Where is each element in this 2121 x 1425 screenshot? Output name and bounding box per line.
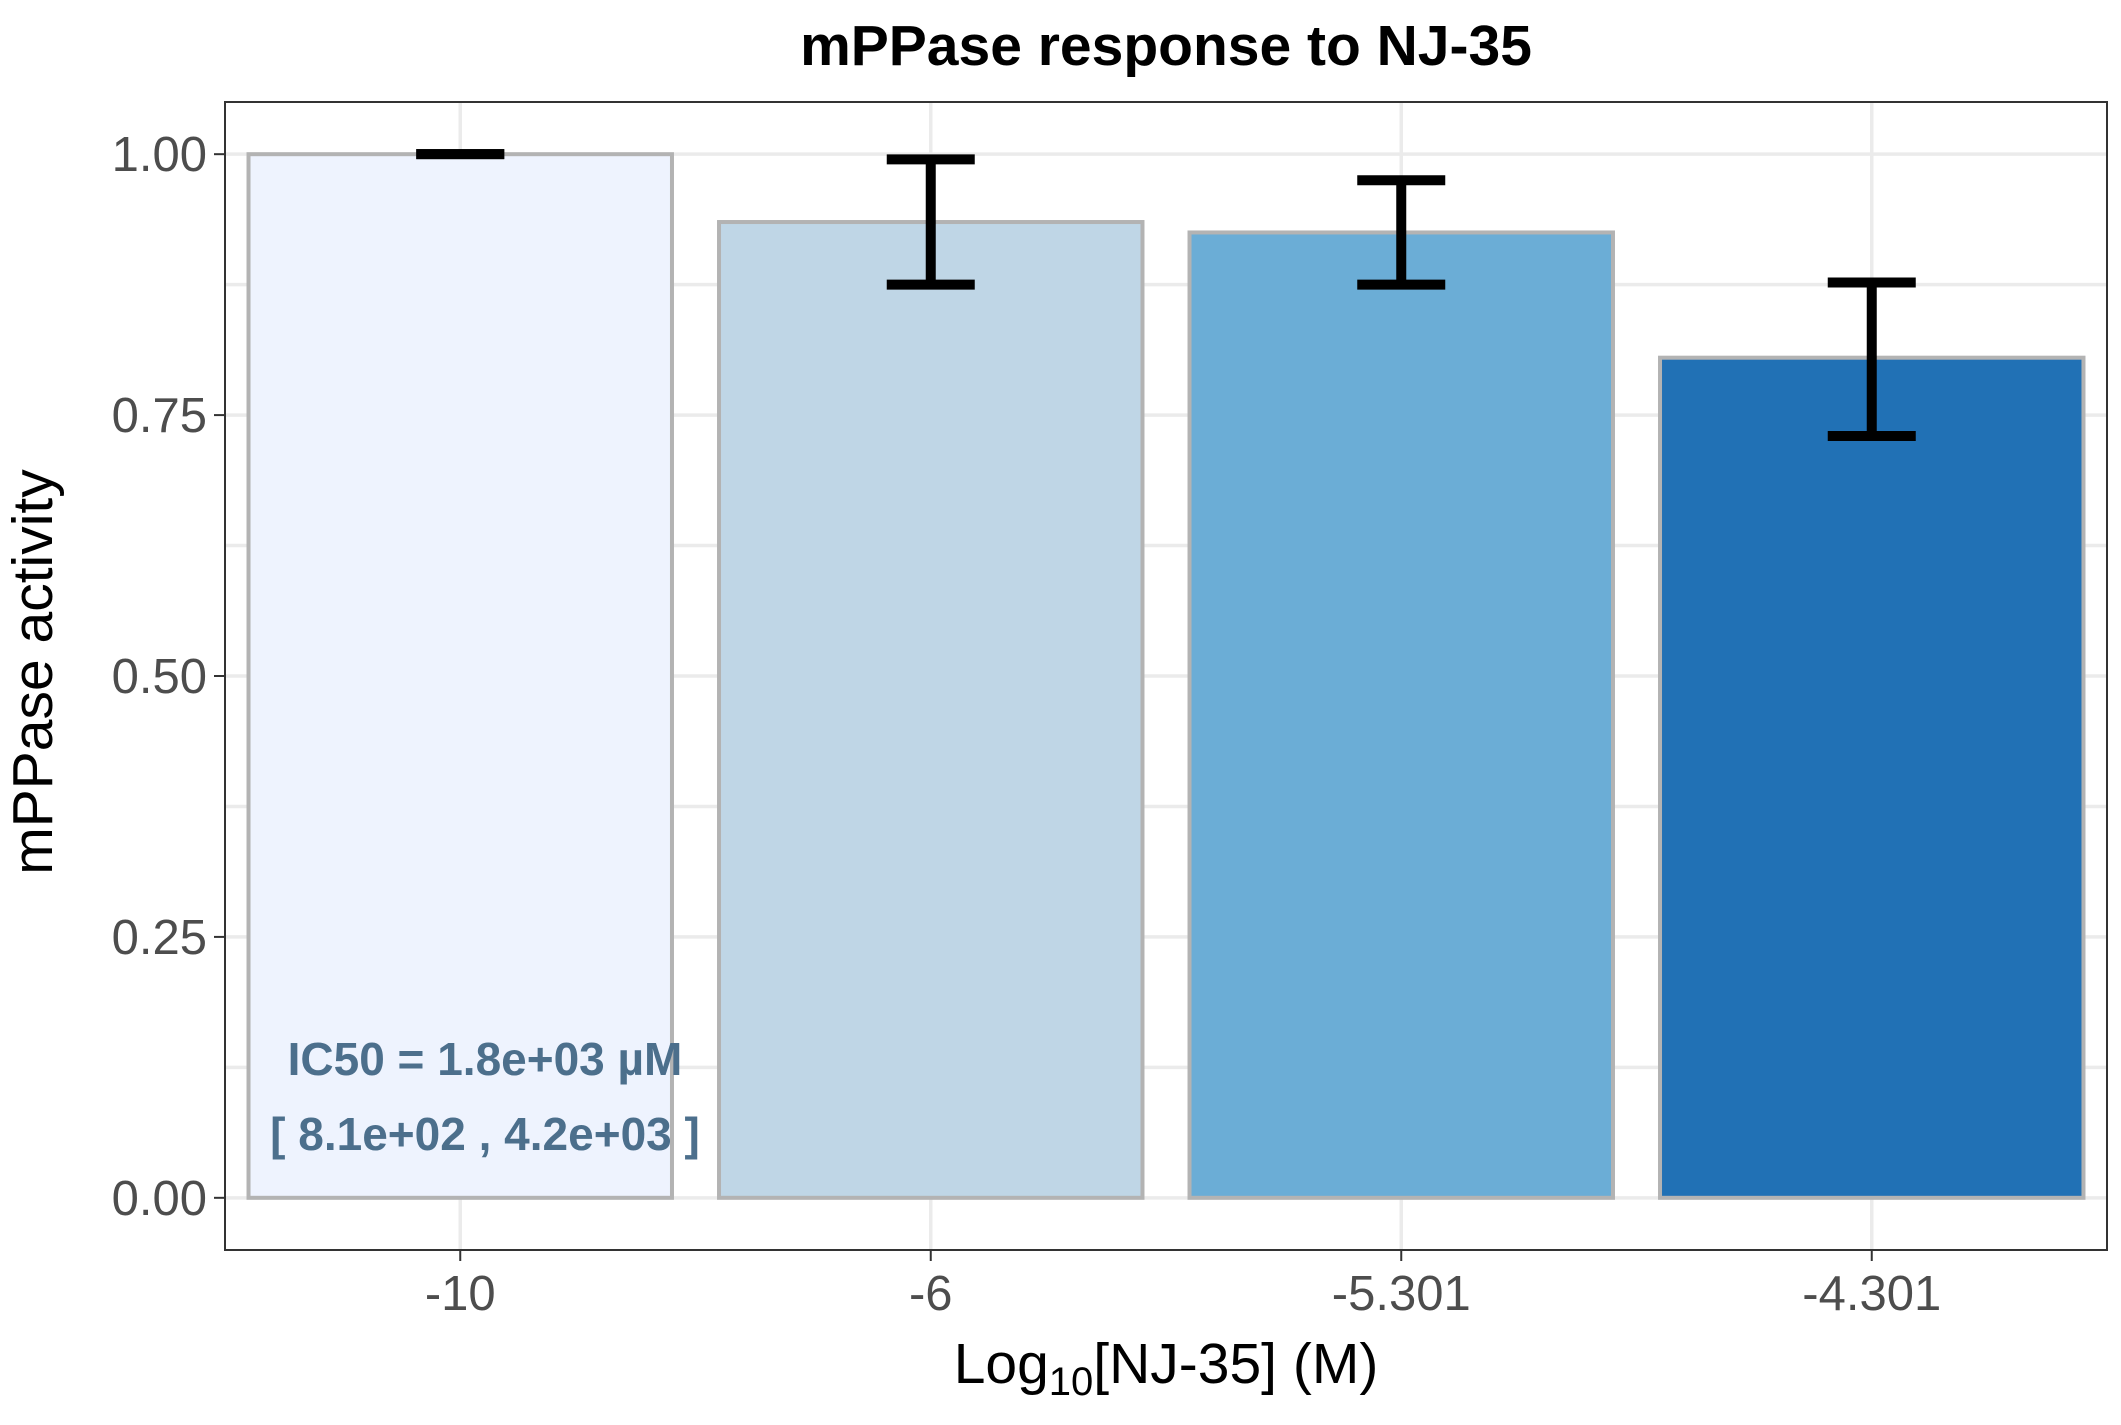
- x-tick-label: -10: [425, 1267, 496, 1321]
- x-tick-label: -6: [909, 1267, 953, 1321]
- bar: [246, 152, 674, 1200]
- x-axis-title-main: Log: [954, 1332, 1049, 1396]
- y-tick-label: 1.00: [112, 128, 207, 182]
- bar: [1187, 230, 1615, 1200]
- x-axis-title: Log10[NJ-35] (M): [954, 1332, 1379, 1404]
- x-tick-label: -4.301: [1802, 1267, 1941, 1321]
- y-tick-label: 0.75: [112, 389, 207, 443]
- ic50-ci-annotation: [ 8.1e+02 , 4.2e+03 ]: [270, 1108, 700, 1160]
- y-tick-label: 0.00: [112, 1172, 207, 1226]
- bar: [1658, 355, 2086, 1200]
- y-tick-label: 0.50: [112, 650, 207, 704]
- chart-title: mPPase response to NJ-35: [800, 14, 1532, 78]
- ic50-annotation: IC50 = 1.8e+03 µM: [288, 1033, 683, 1085]
- bar: [717, 220, 1145, 1200]
- y-tick-label: 0.25: [112, 911, 207, 965]
- x-axis-title-rest: [NJ-35] (M): [1093, 1332, 1378, 1396]
- x-tick-label: -5.301: [1332, 1267, 1471, 1321]
- x-axis-title-subscript: 10: [1049, 1360, 1094, 1404]
- y-axis-title: mPPase activity: [1, 469, 65, 875]
- error-bars: [416, 149, 1916, 441]
- bars: [246, 152, 2086, 1200]
- axis-ticks: 0.00 0.25 0.50 0.75 1.00 -10 -6 -5.301 -4.301: [112, 128, 1942, 1321]
